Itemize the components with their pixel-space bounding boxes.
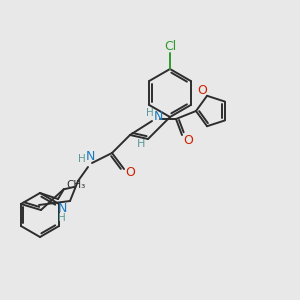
Text: O: O <box>183 134 193 146</box>
Text: N: N <box>57 202 67 215</box>
Text: CH₃: CH₃ <box>66 180 85 190</box>
Text: H: H <box>146 108 154 118</box>
Text: O: O <box>125 167 135 179</box>
Text: N: N <box>85 151 95 164</box>
Text: Cl: Cl <box>164 40 176 52</box>
Text: H: H <box>137 139 145 149</box>
Text: H: H <box>78 154 86 164</box>
Text: H: H <box>58 213 66 223</box>
Text: O: O <box>197 84 207 97</box>
Text: N: N <box>153 110 163 124</box>
